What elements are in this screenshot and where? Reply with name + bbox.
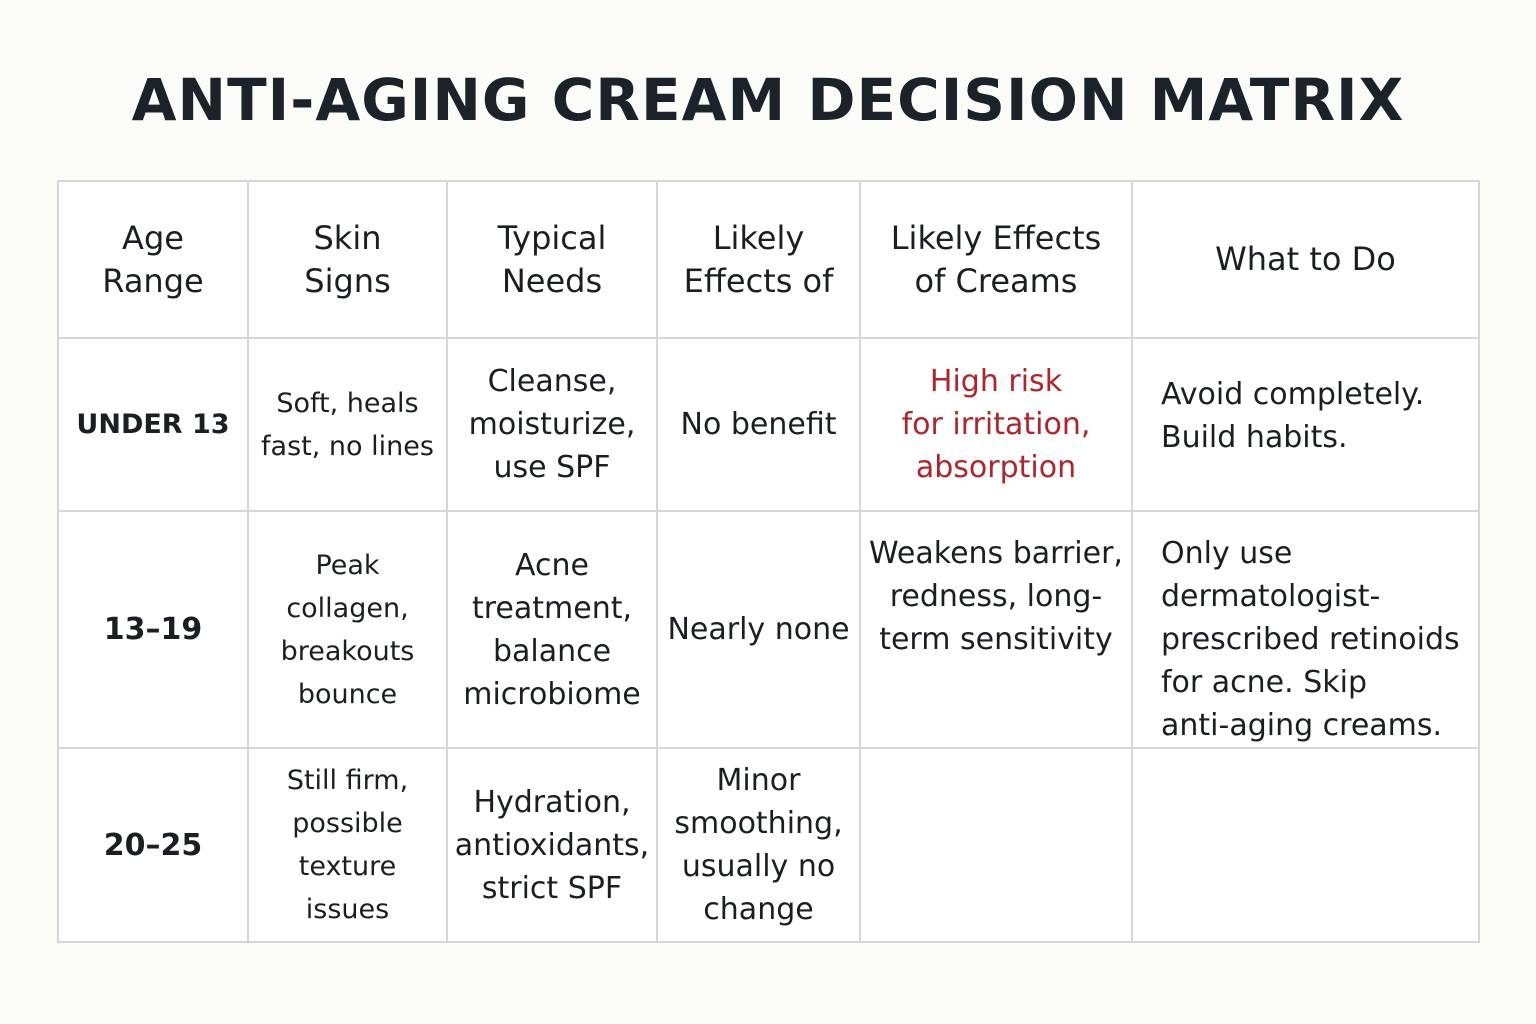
header-likely-effects: Likely Effects of bbox=[656, 180, 861, 339]
cell-likely-effects: Minor smoothing, usually no change bbox=[656, 747, 861, 943]
header-typical-needs: Typical Needs bbox=[446, 180, 658, 339]
cell-skin-signs: Still firm, possible texture issues bbox=[247, 747, 448, 943]
table-row: 20–25 Still firm, possible texture issue… bbox=[57, 747, 1480, 943]
cell-skin-signs: Peak collagen, breakouts bounce bbox=[247, 510, 448, 749]
cell-cream-effects: Weakens barrier, redness, long- term sen… bbox=[859, 510, 1133, 749]
cell-likely-effects: No benefit bbox=[656, 337, 861, 512]
header-cream-effects: Likely Effects of Creams bbox=[859, 180, 1133, 339]
table-row: UNDER 13 Soft, heals fast, no lines Clea… bbox=[57, 337, 1480, 512]
cell-what-to-do: Avoid completely. Build habits. bbox=[1131, 337, 1480, 512]
cell-cream-effects: High risk for irritation, absorption bbox=[859, 337, 1133, 512]
table-row: 13–19 Peak collagen, breakouts bounce Ac… bbox=[57, 510, 1480, 749]
header-age-range: Age Range bbox=[57, 180, 249, 339]
header-row: Age Range Skin Signs Typical Needs Likel… bbox=[57, 180, 1480, 339]
cell-typical-needs: Cleanse, moisturize, use SPF bbox=[446, 337, 658, 512]
page-title: ANTI-AGING CREAM DECISION MATRIX bbox=[131, 66, 1405, 134]
cell-cream-effects bbox=[859, 747, 1133, 943]
cell-likely-effects: Nearly none bbox=[656, 510, 861, 749]
header-what-to-do: What to Do bbox=[1131, 180, 1480, 339]
cell-what-to-do: Only use dermatologist- prescribed retin… bbox=[1131, 510, 1480, 749]
cell-age: UNDER 13 bbox=[57, 337, 249, 512]
cell-what-to-do bbox=[1131, 747, 1480, 943]
cell-typical-needs: Acne treatment, balance microbiome bbox=[446, 510, 658, 749]
cell-typical-needs: Hydration, antioxidants, strict SPF bbox=[446, 747, 658, 943]
cell-age: 13–19 bbox=[57, 510, 249, 749]
header-skin-signs: Skin Signs bbox=[247, 180, 448, 339]
decision-matrix-table: Age Range Skin Signs Typical Needs Likel… bbox=[57, 180, 1480, 943]
cell-skin-signs: Soft, heals fast, no lines bbox=[247, 337, 448, 512]
cell-age: 20–25 bbox=[57, 747, 249, 943]
